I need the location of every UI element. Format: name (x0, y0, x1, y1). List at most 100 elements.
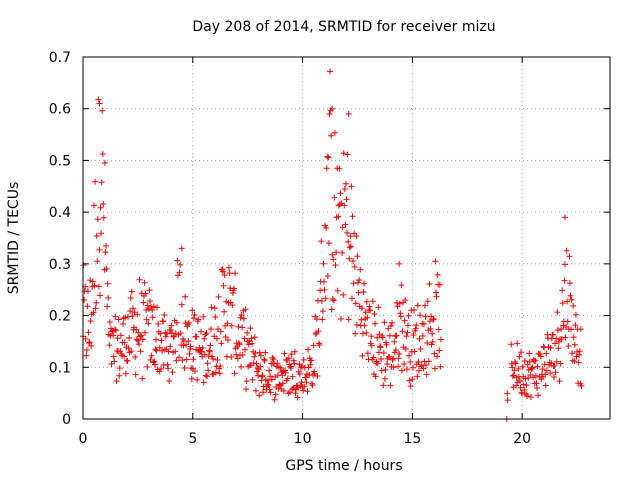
data-point (251, 353, 258, 360)
x-axis-label: GPS time / hours (285, 458, 402, 474)
data-point (403, 333, 410, 340)
data-point (554, 309, 561, 316)
data-point (329, 105, 336, 112)
data-point (327, 68, 334, 75)
data-point (340, 291, 347, 298)
data-point (416, 335, 423, 342)
data-point (305, 346, 312, 353)
data-point (424, 339, 431, 346)
data-point (378, 367, 385, 374)
data-point (419, 332, 426, 339)
data-point (247, 325, 254, 332)
data-point (185, 338, 192, 345)
x-tick-label: 15 (403, 431, 421, 447)
data-point (256, 349, 263, 356)
data-point (194, 376, 201, 383)
data-point (95, 283, 102, 290)
data-point (563, 247, 570, 254)
data-point (558, 326, 565, 333)
data-point (250, 360, 257, 367)
data-point (302, 374, 309, 381)
data-point (85, 329, 92, 336)
x-tick-label: 5 (188, 431, 197, 447)
data-point (412, 325, 419, 332)
data-point (532, 357, 539, 364)
data-point (407, 383, 414, 390)
data-point (363, 298, 370, 305)
data-point (526, 350, 533, 357)
data-point (158, 337, 165, 344)
data-point (137, 333, 144, 340)
data-point (153, 347, 160, 354)
data-point (551, 362, 558, 369)
data-point (345, 110, 352, 117)
data-point (87, 318, 94, 325)
y-tick-labels: 0 0.1 0.2 0.3 0.4 0.5 0.6 0.7 (49, 50, 71, 428)
data-point (561, 261, 568, 268)
data-point (300, 356, 307, 363)
data-point (383, 341, 390, 348)
grid-lines (83, 57, 610, 419)
data-point (291, 348, 298, 355)
y-tick-label: 0.3 (49, 257, 71, 273)
data-point (269, 354, 276, 361)
data-point (358, 316, 365, 323)
data-point (121, 339, 128, 346)
data-point (391, 338, 398, 345)
data-point (394, 299, 401, 306)
data-point (287, 363, 294, 370)
data-point (97, 292, 104, 299)
data-point (189, 307, 196, 314)
data-point (173, 319, 180, 326)
data-point (176, 354, 183, 361)
data-point (338, 315, 345, 322)
data-point (382, 366, 389, 373)
data-point (229, 289, 236, 296)
data-point (220, 282, 227, 289)
data-point (286, 389, 293, 396)
data-point (520, 381, 527, 388)
data-point (433, 293, 440, 300)
data-point (244, 329, 251, 336)
data-point (364, 314, 371, 321)
data-point (527, 394, 534, 401)
data-point (350, 280, 357, 287)
data-point (124, 358, 131, 365)
data-point (257, 352, 264, 359)
data-point (542, 382, 549, 389)
data-point (169, 369, 176, 376)
data-point (237, 314, 244, 321)
data-point (515, 365, 522, 372)
data-point (390, 364, 397, 371)
data-point (363, 329, 370, 336)
data-point (368, 333, 375, 340)
data-point (144, 302, 151, 309)
data-point (166, 377, 173, 384)
data-point (514, 340, 521, 347)
data-point (240, 315, 247, 322)
data-point (543, 367, 550, 374)
data-point (261, 356, 268, 363)
data-point (386, 353, 393, 360)
data-point (405, 312, 412, 319)
data-point (533, 380, 540, 387)
data-point (562, 334, 569, 341)
data-point (172, 348, 179, 355)
data-point (529, 365, 536, 372)
data-point (350, 258, 357, 265)
data-point (267, 389, 274, 396)
data-point (432, 258, 439, 265)
data-point (224, 320, 231, 327)
data-point (524, 392, 531, 399)
data-point (110, 353, 117, 360)
data-point (570, 302, 577, 309)
data-point (116, 365, 123, 372)
data-point (565, 343, 572, 350)
data-point (217, 328, 224, 335)
data-point (547, 369, 554, 376)
data-point (521, 386, 528, 393)
data-point (176, 269, 183, 276)
data-point (222, 334, 229, 341)
data-point (535, 392, 542, 399)
data-point (369, 298, 376, 305)
